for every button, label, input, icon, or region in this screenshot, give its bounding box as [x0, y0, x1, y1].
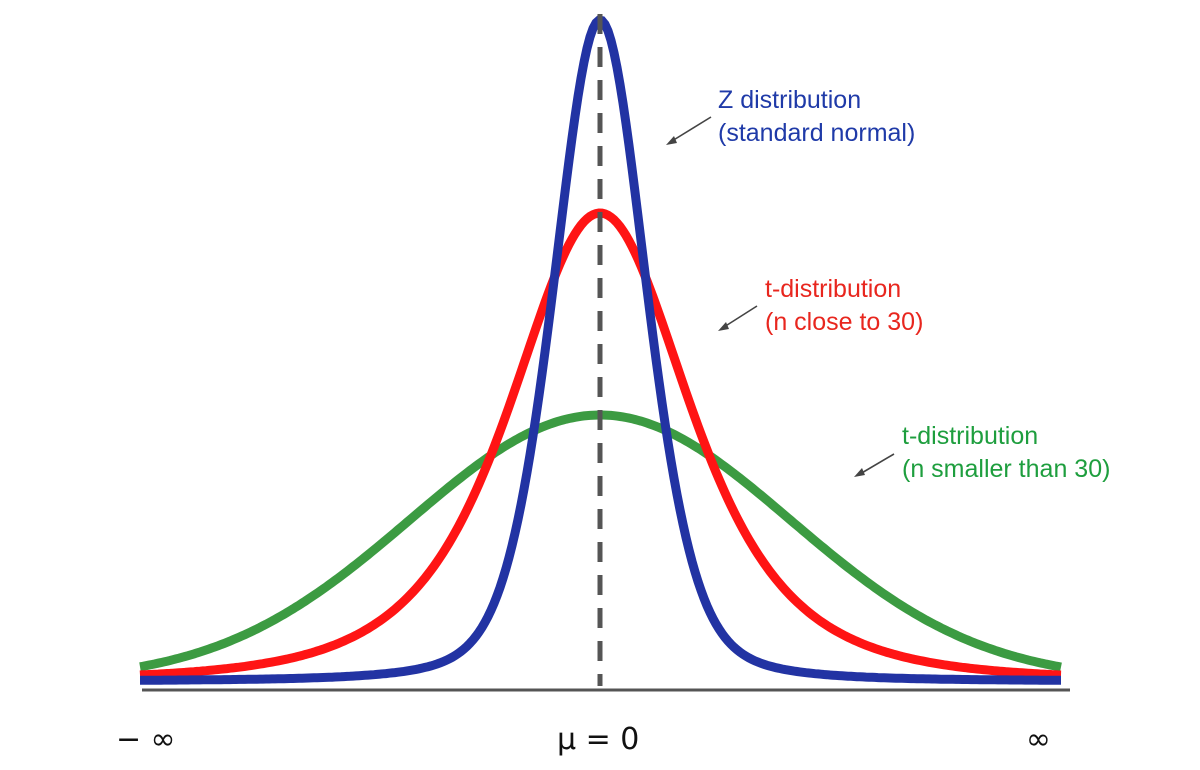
arrow-head-icon — [666, 136, 677, 145]
arrow-head-icon — [854, 468, 865, 477]
arrow-z — [671, 116, 712, 142]
label-tsmall-line1: t-distribution — [902, 422, 1039, 450]
label-tsmall-line2: (n smaller than 30) — [902, 455, 1111, 483]
label-t30: t-distribution (n close to 30) — [765, 273, 923, 339]
label-z: Z distribution (standard normal) — [718, 84, 915, 150]
x-tick-mean: μ = 0 — [557, 722, 640, 757]
label-z-line1: Z distribution — [718, 86, 862, 114]
label-tsmall: t-distribution (n smaller than 30) — [902, 420, 1110, 486]
arrow-head-icon — [718, 322, 729, 331]
label-z-line2: (standard normal) — [718, 119, 916, 147]
arrow-tsmall — [859, 453, 895, 475]
x-tick-pos-infinity: ∞ — [1026, 722, 1051, 757]
x-tick-neg-infinity: − ∞ — [116, 722, 176, 757]
arrow-t30 — [723, 305, 758, 328]
label-t30-line2: (n close to 30) — [765, 308, 924, 336]
label-t30-line1: t-distribution — [765, 275, 902, 303]
